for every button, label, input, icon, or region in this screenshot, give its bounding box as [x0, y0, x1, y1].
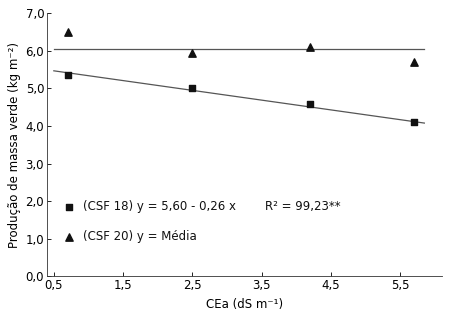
Point [189, 86, 196, 91]
Point [64, 30, 71, 35]
Point [64, 73, 71, 78]
Point [410, 60, 418, 65]
Text: (CSF 18) y = 5,60 - 0,26 x: (CSF 18) y = 5,60 - 0,26 x [83, 200, 236, 213]
Point [306, 45, 314, 50]
X-axis label: CEa (dS m⁻¹): CEa (dS m⁻¹) [206, 298, 283, 311]
Y-axis label: Produção de massa verde (kg m⁻²): Produção de massa verde (kg m⁻²) [9, 42, 21, 248]
Point [306, 101, 314, 106]
Point [410, 120, 418, 125]
Text: R² = 99,23**: R² = 99,23** [265, 200, 341, 213]
Point [189, 50, 196, 55]
Point [65, 234, 72, 240]
Point [65, 204, 72, 209]
Text: (CSF 20) y = Média: (CSF 20) y = Média [83, 230, 197, 243]
